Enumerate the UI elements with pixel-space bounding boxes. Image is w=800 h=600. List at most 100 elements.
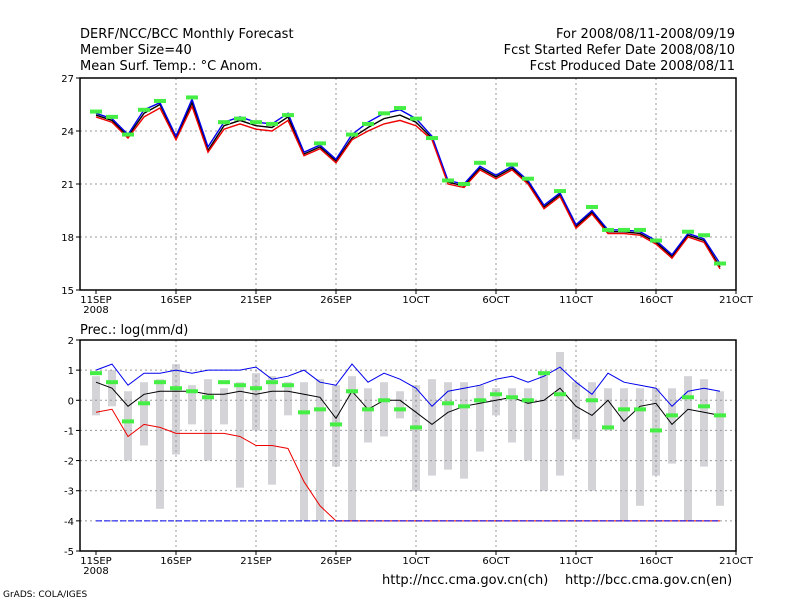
x-tick-label: 21OCT bbox=[719, 295, 754, 306]
spread-box bbox=[524, 388, 532, 461]
spread-box bbox=[716, 391, 724, 506]
observed-marker bbox=[490, 392, 502, 397]
observed-marker bbox=[650, 238, 662, 243]
x-tick-label: 26SEP bbox=[320, 556, 351, 567]
observed-marker bbox=[538, 371, 550, 376]
spread-box bbox=[236, 382, 244, 488]
observed-marker bbox=[138, 401, 150, 406]
spread-box bbox=[428, 379, 436, 476]
observed-marker bbox=[618, 227, 630, 232]
x-tick-label: 16OCT bbox=[639, 295, 674, 306]
spread-box bbox=[380, 382, 388, 437]
observed-marker bbox=[122, 419, 134, 424]
observed-marker bbox=[698, 404, 710, 409]
footer-url-en[interactable]: http://bcc.cma.gov.cn(en) bbox=[565, 573, 732, 588]
spread-box bbox=[188, 385, 196, 425]
spread-box bbox=[540, 373, 548, 491]
observed-marker bbox=[138, 107, 150, 112]
y-tick-label: 18 bbox=[61, 233, 74, 244]
observed-marker bbox=[426, 136, 438, 141]
observed-marker bbox=[714, 261, 726, 266]
y-tick-label: -3 bbox=[64, 487, 74, 498]
observed-marker bbox=[202, 395, 214, 400]
observed-marker bbox=[506, 162, 518, 167]
plot-frame bbox=[79, 339, 737, 552]
x-tick-label: 21SEP bbox=[240, 556, 271, 567]
x-tick-label: 11SEP bbox=[80, 295, 111, 306]
spread-box bbox=[556, 352, 564, 476]
observed-marker bbox=[314, 141, 326, 146]
observed-marker bbox=[234, 116, 246, 121]
y-tick-label: -2 bbox=[64, 457, 74, 468]
observed-marker bbox=[282, 113, 294, 118]
observed-marker bbox=[106, 380, 118, 385]
spread-box bbox=[588, 382, 596, 491]
observed-marker bbox=[394, 106, 406, 111]
x-tick-label: 1OCT bbox=[402, 295, 430, 306]
x-tick-label: 21OCT bbox=[719, 556, 754, 567]
spread-box bbox=[348, 376, 356, 521]
spread-box bbox=[604, 388, 612, 431]
spread-box bbox=[284, 382, 292, 416]
plot-frame bbox=[79, 77, 737, 291]
y-tick-label: 1 bbox=[68, 366, 74, 377]
observed-marker bbox=[90, 109, 102, 114]
series-line-ensemble-mean bbox=[95, 381, 721, 426]
precip-panel-title: Prec.: log(mm/d) bbox=[80, 323, 188, 338]
y-tick-label: 21 bbox=[61, 180, 74, 191]
series-line-upper-member bbox=[95, 363, 721, 408]
header-title: DERF/NCC/BCC Monthly Forecast bbox=[80, 27, 294, 42]
observed-marker bbox=[250, 386, 262, 391]
observed-marker bbox=[682, 395, 694, 400]
observed-marker bbox=[442, 401, 454, 406]
precipitation-panel: 11SEP 16SEP 21SEP 26SEP 1OCT 6OCT 11OCT 16OCT 21… bbox=[64, 336, 754, 577]
y-tick-label: 2 bbox=[68, 336, 74, 347]
observed-marker bbox=[394, 407, 406, 412]
observed-marker bbox=[522, 398, 534, 403]
spread-box bbox=[620, 388, 628, 521]
observed-marker bbox=[154, 98, 166, 103]
observed-marker bbox=[122, 132, 134, 137]
observed-marker bbox=[698, 233, 710, 238]
observed-marker bbox=[586, 398, 598, 403]
observed-marker bbox=[282, 383, 294, 388]
observed-marker bbox=[330, 422, 342, 427]
spread-box bbox=[684, 376, 692, 521]
spread-box bbox=[300, 382, 308, 521]
x-tick-label: 11OCT bbox=[559, 556, 594, 567]
x-tick-label: 11OCT bbox=[559, 295, 594, 306]
spread-box bbox=[364, 388, 372, 443]
observed-marker bbox=[634, 407, 646, 412]
observed-marker bbox=[266, 380, 278, 385]
observed-marker bbox=[362, 407, 374, 412]
observed-marker bbox=[634, 227, 646, 232]
spread-box bbox=[444, 382, 452, 470]
header-period: For 2008/08/11-2008/09/19 bbox=[556, 27, 735, 42]
spread-box bbox=[460, 382, 468, 479]
spread-box bbox=[204, 379, 212, 461]
observed-marker bbox=[346, 389, 358, 394]
spread-box bbox=[92, 376, 100, 416]
x-year-label: 2008 bbox=[83, 305, 108, 316]
spread-box bbox=[668, 388, 676, 464]
x-tick-label: 16OCT bbox=[639, 556, 674, 567]
observed-marker bbox=[682, 229, 694, 234]
spread-box bbox=[508, 388, 516, 443]
spread-box bbox=[124, 391, 132, 461]
observed-marker bbox=[90, 371, 102, 376]
x-tick-label: 6OCT bbox=[482, 556, 510, 567]
observed-marker bbox=[554, 392, 566, 397]
observed-marker bbox=[298, 410, 310, 415]
observed-marker bbox=[346, 132, 358, 137]
footer-url-ch[interactable]: http://ncc.cma.gov.cn(ch) bbox=[382, 573, 548, 588]
observed-marker bbox=[410, 425, 422, 430]
header-produced-date: Fcst Produced Date 2008/08/11 bbox=[530, 59, 735, 74]
header-member-size: Member Size=40 bbox=[80, 43, 192, 58]
spread-box bbox=[220, 388, 228, 425]
observed-marker bbox=[602, 227, 614, 232]
x-tick-label: 21SEP bbox=[240, 295, 271, 306]
observed-marker bbox=[458, 404, 470, 409]
series-line-lower-member bbox=[95, 104, 721, 270]
observed-marker bbox=[410, 116, 422, 121]
